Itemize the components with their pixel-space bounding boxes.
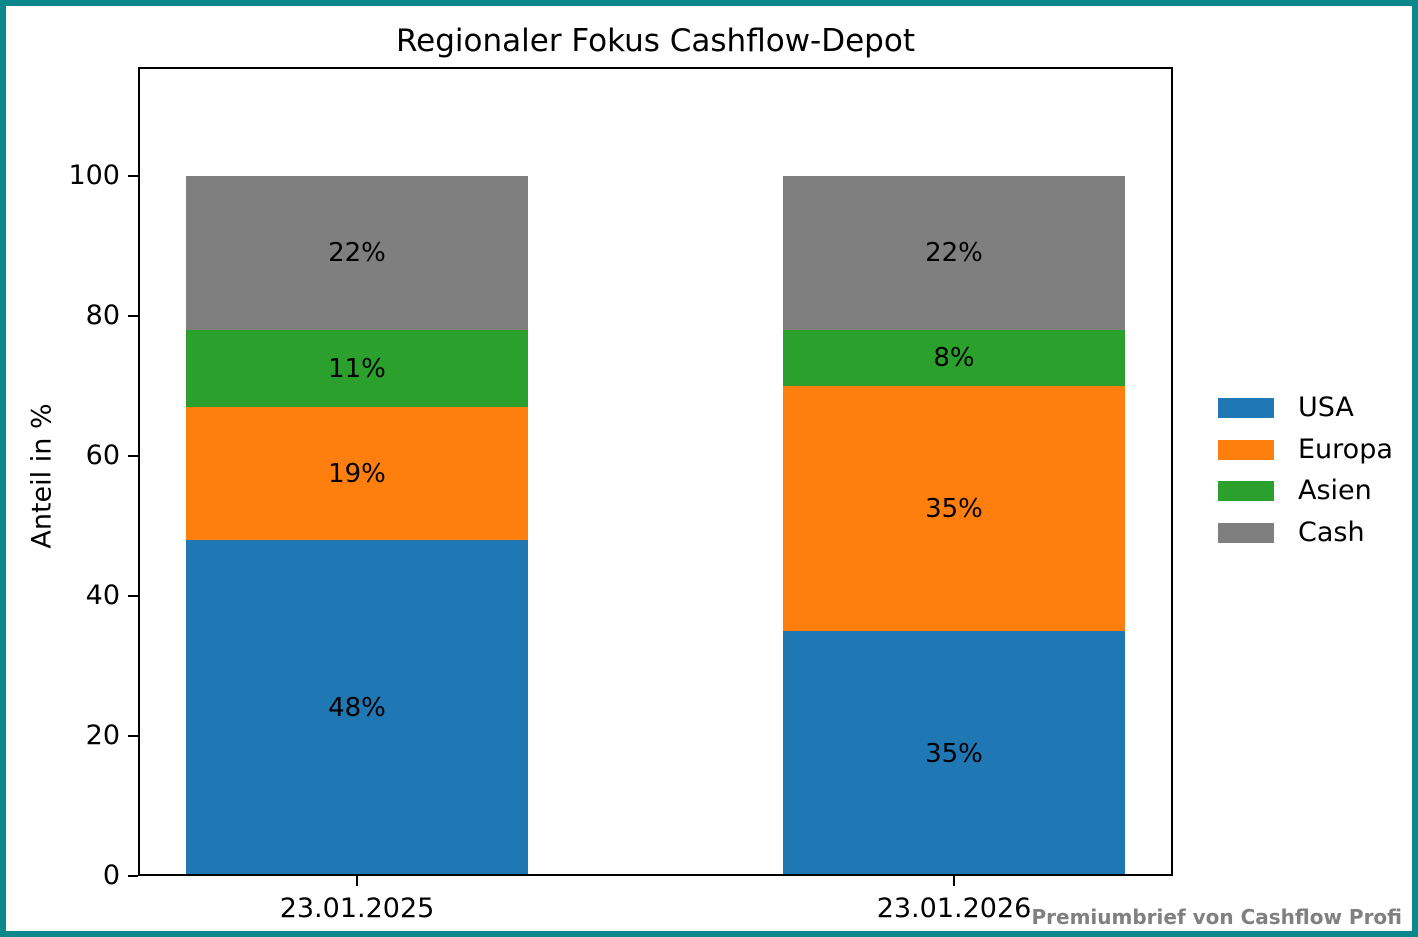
chart-title: Regionaler Fokus Cashflow-Depot bbox=[396, 23, 915, 59]
bar-value-label: 35% bbox=[925, 738, 983, 769]
y-tick-label: 100 bbox=[68, 160, 120, 192]
legend-label-europa: Europa bbox=[1298, 433, 1393, 465]
legend-swatch-cash bbox=[1218, 522, 1274, 543]
legend-label-cash: Cash bbox=[1298, 516, 1365, 548]
y-tick-label: 40 bbox=[85, 580, 120, 612]
x-tick-mark bbox=[953, 876, 955, 886]
bar-value-label: 22% bbox=[328, 238, 386, 269]
x-tick-mark bbox=[356, 876, 358, 886]
bar-segment-asien bbox=[186, 330, 528, 408]
y-tick-mark bbox=[128, 875, 138, 877]
y-tick-label: 80 bbox=[85, 300, 120, 332]
y-tick-mark bbox=[128, 455, 138, 458]
legend-swatch-europa bbox=[1218, 439, 1274, 460]
bar-value-label: 8% bbox=[933, 343, 975, 374]
bar-value-label: 48% bbox=[328, 693, 386, 724]
x-tick-label: 23.01.2026 bbox=[876, 893, 1032, 924]
bar-segment-cash bbox=[783, 176, 1125, 331]
bar-value-label: 22% bbox=[925, 238, 983, 269]
legend-label-asien: Asien bbox=[1298, 475, 1372, 506]
x-tick-label: 23.01.2025 bbox=[279, 893, 435, 924]
bar-segment-usa bbox=[783, 631, 1125, 876]
y-tick-mark bbox=[128, 315, 138, 318]
bar-segment-asien bbox=[783, 330, 1125, 387]
bar-segment-usa bbox=[186, 540, 528, 876]
bar-value-label: 19% bbox=[328, 458, 386, 489]
legend-swatch-asien bbox=[1218, 481, 1274, 501]
y-tick-label: 20 bbox=[85, 720, 120, 752]
y-tick-mark bbox=[128, 735, 138, 738]
bar-segment-europa bbox=[186, 407, 528, 541]
y-tick-mark bbox=[128, 595, 138, 598]
legend-label-usa: USA bbox=[1298, 392, 1354, 423]
legend-swatch-usa bbox=[1218, 398, 1274, 418]
y-tick-label: 0 bbox=[102, 860, 120, 891]
bar-segment-cash bbox=[186, 176, 528, 331]
y-axis-label: Anteil in % bbox=[26, 403, 58, 549]
y-tick-mark bbox=[128, 175, 138, 178]
y-tick-label: 60 bbox=[85, 440, 120, 472]
watermark-text: Premiumbrief von Cashflow Profi bbox=[1031, 905, 1402, 929]
bar-segment-europa bbox=[783, 386, 1125, 632]
bar-value-label: 11% bbox=[328, 353, 386, 384]
bar-value-label: 35% bbox=[925, 493, 983, 524]
